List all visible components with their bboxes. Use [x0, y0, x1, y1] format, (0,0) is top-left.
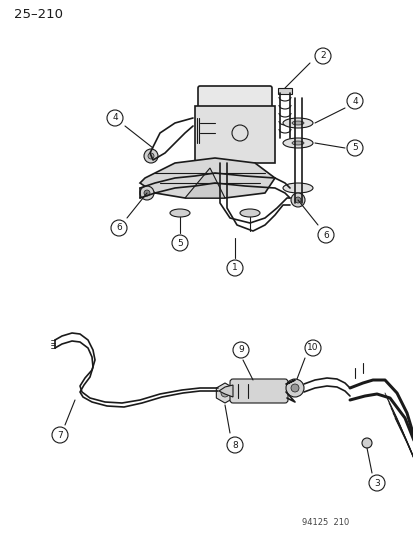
Circle shape [361, 438, 371, 448]
Text: 4: 4 [351, 96, 357, 106]
Circle shape [346, 93, 362, 109]
Ellipse shape [282, 183, 312, 193]
Polygon shape [218, 385, 233, 397]
Text: 5: 5 [177, 238, 183, 247]
Circle shape [144, 190, 150, 196]
Circle shape [304, 340, 320, 356]
Text: 25–210: 25–210 [14, 8, 63, 21]
Circle shape [231, 125, 247, 141]
Bar [195, 106, 274, 163]
Ellipse shape [291, 141, 303, 145]
Polygon shape [216, 383, 233, 403]
Ellipse shape [170, 209, 190, 217]
Text: 8: 8 [232, 440, 237, 449]
Ellipse shape [282, 138, 312, 148]
Circle shape [226, 260, 242, 276]
Text: 5: 5 [351, 143, 357, 152]
Circle shape [290, 384, 298, 392]
Ellipse shape [282, 118, 312, 128]
Ellipse shape [291, 121, 303, 125]
Circle shape [368, 475, 384, 491]
Circle shape [171, 235, 188, 251]
Polygon shape [140, 158, 274, 198]
Ellipse shape [240, 209, 259, 217]
Circle shape [52, 427, 68, 443]
Circle shape [294, 197, 300, 203]
Circle shape [290, 193, 304, 207]
Text: 2: 2 [319, 52, 325, 61]
Circle shape [140, 186, 154, 200]
Text: 9: 9 [237, 345, 243, 354]
Circle shape [221, 389, 228, 397]
Circle shape [233, 342, 248, 358]
Text: 4: 4 [112, 114, 118, 123]
Bar [277, 88, 291, 94]
Circle shape [107, 110, 123, 126]
Circle shape [144, 149, 158, 163]
Text: 7: 7 [57, 431, 63, 440]
Circle shape [226, 437, 242, 453]
Text: 94125  210: 94125 210 [301, 518, 349, 527]
Text: 1: 1 [232, 263, 237, 272]
Polygon shape [185, 168, 224, 198]
Circle shape [346, 140, 362, 156]
Circle shape [314, 48, 330, 64]
Text: 10: 10 [306, 343, 318, 352]
Circle shape [317, 227, 333, 243]
FancyBboxPatch shape [197, 86, 271, 112]
Circle shape [111, 220, 127, 236]
Text: 3: 3 [373, 479, 379, 488]
Circle shape [147, 153, 154, 159]
Circle shape [285, 379, 303, 397]
FancyBboxPatch shape [230, 379, 287, 403]
Text: 6: 6 [116, 223, 121, 232]
Text: 6: 6 [322, 230, 328, 239]
